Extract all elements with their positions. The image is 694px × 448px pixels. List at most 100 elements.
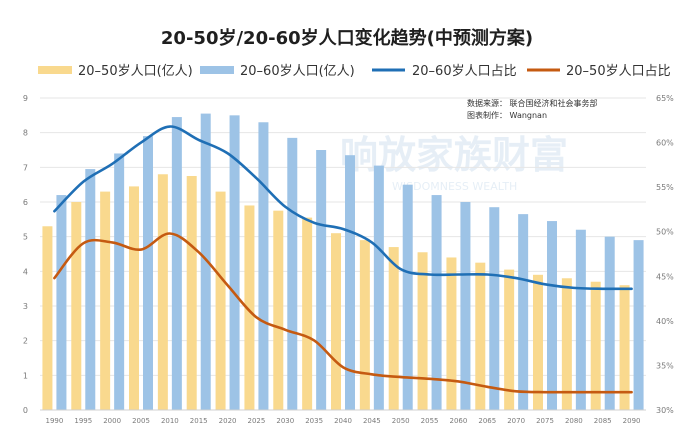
x-tick-label: 2015 xyxy=(190,417,208,425)
y-right-tick-label: 55% xyxy=(656,183,674,192)
chart-title: 20-50岁/20-60岁人口变化趋势(中预测方案) xyxy=(161,27,533,49)
x-tick-label: 2075 xyxy=(536,417,554,425)
bar-age-20-60 xyxy=(316,150,327,410)
bar-age-20-60 xyxy=(518,214,529,410)
bar-age-20-50 xyxy=(215,191,226,410)
y-axis-left: 0 1 2 3 4 5 6 7 8 9 xyxy=(23,94,28,415)
bar-age-20-60 xyxy=(345,155,355,410)
x-tick-label: 2005 xyxy=(132,417,150,425)
bar-age-20-50 xyxy=(533,274,543,410)
bar-age-20-50 xyxy=(504,269,515,410)
y-left-tick-label: 2 xyxy=(23,337,28,346)
x-tick-label: 2040 xyxy=(334,417,352,425)
bar-age-20-50 xyxy=(302,217,313,410)
y-right-tick-label: 50% xyxy=(656,228,674,237)
legend-label-share-20-60: 20–60岁人口占比 xyxy=(412,64,517,79)
bar-age-20-50 xyxy=(100,191,111,410)
bar-age-20-60 xyxy=(431,195,442,410)
bar-age-20-50 xyxy=(273,210,284,410)
bar-age-20-50 xyxy=(157,174,168,410)
bar-age-20-50 xyxy=(619,285,630,410)
watermark-subtext: WISDOMNESS WEALTH xyxy=(392,180,517,193)
x-tick-label: 2045 xyxy=(363,417,381,425)
x-tick-label: 2060 xyxy=(450,417,468,425)
line-share-20-60 xyxy=(53,125,633,291)
x-tick-label: 2020 xyxy=(219,417,237,425)
bars xyxy=(42,113,644,411)
y-left-tick-label: 1 xyxy=(23,371,28,380)
x-tick-label: 2000 xyxy=(103,417,121,425)
x-tick-label: 2035 xyxy=(305,417,323,425)
y-left-tick-label: 3 xyxy=(23,302,28,311)
y-right-tick-label: 60% xyxy=(656,139,674,148)
source-line-2: 图表制作： Wangnan xyxy=(467,110,547,120)
bar-age-20-60 xyxy=(575,229,586,410)
series-lines xyxy=(53,125,633,394)
source-line-1: 数据来源： 联合国经济和社会事务部 xyxy=(467,98,598,108)
bar-age-20-50 xyxy=(446,257,457,410)
x-tick-label: 2070 xyxy=(507,417,525,425)
y-left-tick-label: 8 xyxy=(23,129,28,138)
bar-age-20-60 xyxy=(143,136,153,410)
legend: 20–50岁人口(亿人) 20–60岁人口(亿人) 20–60岁人口占比 20–… xyxy=(38,64,671,79)
y-left-tick-label: 9 xyxy=(23,94,28,103)
x-axis: 1990 1995 2000 2005 2010 2015 2020 2025 2030 2035… xyxy=(40,409,646,425)
bar-age-20-60 xyxy=(287,137,298,410)
bar-age-20-60 xyxy=(56,195,67,410)
bar-age-20-50 xyxy=(388,247,399,410)
bar-age-20-60 xyxy=(258,122,269,411)
line-share-20-50 xyxy=(53,232,633,394)
bar-age-20-60 xyxy=(633,240,644,410)
bar-age-20-60 xyxy=(460,202,471,410)
y-left-tick-label: 5 xyxy=(23,233,28,242)
legend-label-age-20-60: 20–60岁人口(亿人) xyxy=(240,64,355,79)
y-left-tick-label: 4 xyxy=(23,267,28,276)
y-right-tick-label: 35% xyxy=(656,361,674,370)
y-left-tick-label: 7 xyxy=(23,163,28,172)
bar-age-20-50 xyxy=(417,252,428,410)
gridlines xyxy=(40,97,646,411)
x-tick-label: 2085 xyxy=(594,417,612,425)
bar-age-20-50 xyxy=(475,262,486,410)
bar-age-20-50 xyxy=(42,226,53,410)
x-tick-label: 1990 xyxy=(46,417,64,425)
x-tick-label: 2055 xyxy=(421,417,439,425)
x-tick-label: 2025 xyxy=(248,417,266,425)
x-tick-label: 2030 xyxy=(276,417,294,425)
bar-age-20-60 xyxy=(489,207,500,410)
x-tick-label: 2010 xyxy=(161,417,179,425)
bar-age-20-50 xyxy=(590,281,601,410)
bar-age-20-50 xyxy=(244,205,255,410)
bar-age-20-60 xyxy=(373,165,384,410)
y-right-tick-label: 65% xyxy=(656,94,674,103)
watermark: 响放家族财富 WISDOMNESS WEALTH xyxy=(340,133,568,193)
legend-swatch-age-20-50 xyxy=(38,66,72,74)
bar-age-20-50 xyxy=(71,202,82,410)
bar-age-20-60 xyxy=(200,113,211,410)
bar-age-20-50 xyxy=(359,240,370,410)
x-tick-label: 2080 xyxy=(565,417,583,425)
bar-age-20-50 xyxy=(561,278,572,410)
y-right-tick-label: 40% xyxy=(656,317,674,326)
y-axis-right: 30% 35% 40% 45% 50% 55% 60% 65% xyxy=(656,94,674,415)
bar-age-20-60 xyxy=(85,169,96,410)
bar-age-20-60 xyxy=(171,117,182,411)
legend-label-share-20-50: 20–50岁人口占比 xyxy=(566,64,671,79)
bar-age-20-60 xyxy=(547,221,557,410)
x-tick-label: 2090 xyxy=(623,417,641,425)
bar-age-20-50 xyxy=(331,233,341,410)
y-left-tick-label: 6 xyxy=(23,198,28,207)
x-tick-label: 2065 xyxy=(478,417,496,425)
bar-age-20-60 xyxy=(604,236,615,410)
bar-age-20-60 xyxy=(229,115,240,410)
x-tick-label: 2050 xyxy=(392,417,410,425)
y-left-tick-label: 0 xyxy=(23,406,28,415)
bar-age-20-60 xyxy=(402,184,413,410)
bar-age-20-60 xyxy=(114,153,125,410)
y-right-tick-label: 30% xyxy=(656,406,674,415)
bar-age-20-50 xyxy=(186,176,197,410)
legend-swatch-age-20-60 xyxy=(200,66,234,74)
x-tick-label: 1995 xyxy=(74,417,92,425)
